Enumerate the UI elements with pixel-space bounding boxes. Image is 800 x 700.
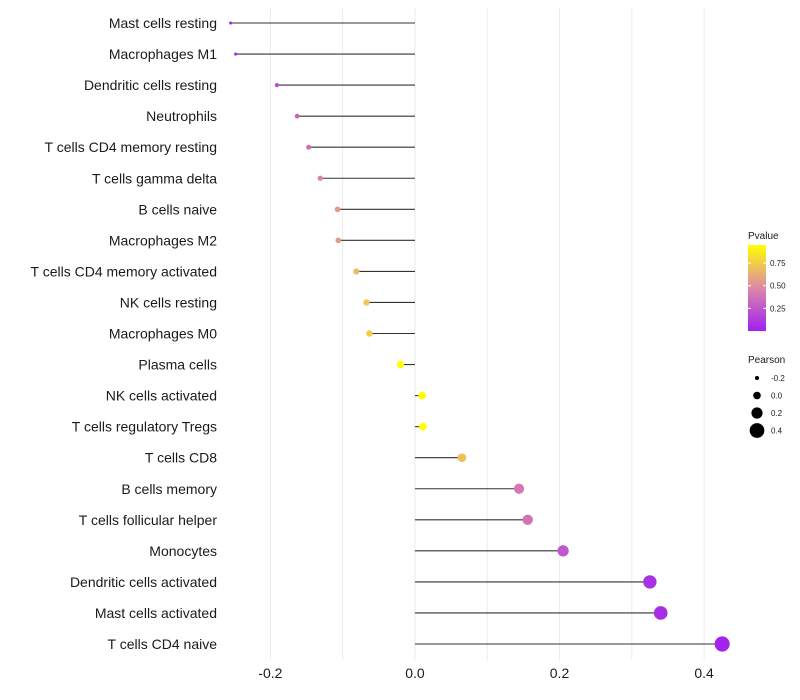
category-label: Macrophages M1 [109,46,217,62]
lollipop-dot [418,422,427,431]
x-tick-label: 0.4 [694,665,714,681]
x-tick-label: 0.2 [550,665,570,681]
lollipop-dot [513,483,525,494]
lollipop-dot [335,237,342,244]
category-label: B cells naive [138,201,217,217]
lollipop-dot [234,52,238,56]
lollipop-dot [418,391,427,400]
pvalue-legend-title: Pvalue [748,231,779,242]
pearson-legend: Pearson -0.2 0.0 0.2 0.4 [748,355,785,438]
x-axis-ticks: -0.2 0.0 0.2 0.4 [258,665,714,681]
category-label: Dendritic cells activated [70,574,217,590]
lollipop-dot [396,360,405,369]
pvalue-legend-label: 0.75 [770,259,786,268]
pearson-legend-dot [754,375,760,381]
category-label: NK cells activated [106,388,217,404]
category-label: Macrophages M2 [109,232,217,248]
pvalue-legend-label: 0.25 [770,304,786,313]
category-label: Neutrophils [146,108,217,124]
pearson-legend-dot [753,391,761,400]
pearson-legend-label: -0.2 [771,374,785,383]
pearson-legend-label: 0.4 [771,427,783,436]
lollipop-dot [229,21,233,25]
lollipop-stems [230,22,723,645]
category-label: Dendritic cells resting [84,77,217,93]
pearson-legend-dot [751,407,763,419]
category-label: T cells CD4 memory activated [31,263,217,279]
lollipop-dot [366,330,373,337]
grid-lines [269,8,705,660]
lollipop-dot [457,453,467,463]
lollipop-dot [317,175,323,181]
category-label: T cells CD4 memory resting [45,139,217,155]
category-label: T cells CD8 [145,450,217,466]
x-tick-label: 0.0 [405,665,425,681]
x-tick-label: -0.2 [258,665,282,681]
category-label: T cells follicular helper [79,512,218,528]
lollipop-dot [557,545,569,557]
lollipop-dot [522,514,533,525]
pearson-legend-dot [749,423,765,438]
lollipop-dot [334,206,341,213]
lollipop-dot [306,144,312,150]
pvalue-legend: Pvalue 0.25 0.50 0.75 [748,231,786,331]
category-labels: Mast cells resting Macrophages M1 Dendriti… [31,15,218,652]
lollipop-dot [274,82,279,88]
category-label: Mast cells activated [95,605,217,621]
lollipop-dots [229,21,730,652]
pearson-legend-title: Pearson [748,355,785,366]
lollipop-dot [363,299,370,306]
pvalue-colorbar [748,245,766,331]
category-label: Mast cells resting [109,15,217,31]
lollipop-dot [353,268,360,275]
pvalue-legend-label: 0.50 [770,282,786,291]
pearson-legend-label: 0.0 [771,392,783,401]
lollipop-dot [653,606,668,620]
pearson-legend-label: 0.2 [771,409,783,418]
category-label: T cells gamma delta [92,170,217,186]
category-label: Macrophages M0 [109,326,217,342]
category-label: Monocytes [149,543,217,559]
category-label: B cells memory [121,481,217,497]
category-label: T cells regulatory Tregs [72,419,217,435]
lollipop-dot [643,575,657,589]
category-label: T cells CD4 naive [108,636,218,652]
category-label: NK cells resting [120,294,217,310]
lollipop-dot [294,113,300,119]
category-label: Plasma cells [138,357,217,373]
lollipop-dot [714,636,730,652]
